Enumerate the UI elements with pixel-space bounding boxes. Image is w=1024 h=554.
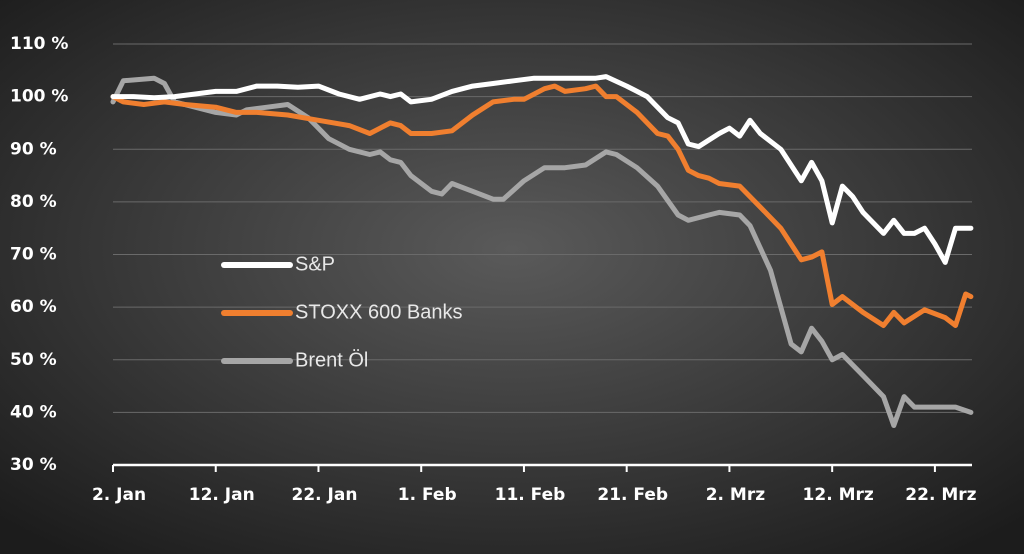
y-tick-label: 50 % bbox=[10, 350, 57, 370]
x-tick-label: 11. Feb bbox=[495, 485, 566, 505]
x-tick-label: 22. Jan bbox=[292, 485, 358, 505]
y-tick-label: 90 % bbox=[10, 139, 57, 159]
y-tick-label: 30 % bbox=[10, 455, 57, 475]
x-tick-label: 22. Mrz bbox=[905, 485, 976, 505]
y-tick-label: 80 % bbox=[10, 192, 57, 212]
legend-label: S&P bbox=[295, 253, 335, 275]
y-tick-label: 60 % bbox=[10, 297, 57, 317]
x-tick-label: 21. Feb bbox=[597, 485, 668, 505]
series-line bbox=[110, 75, 974, 428]
x-tick-label: 2. Jan bbox=[92, 485, 146, 505]
y-tick-label: 100 % bbox=[10, 87, 68, 107]
series-line bbox=[110, 83, 974, 328]
y-tick-label: 40 % bbox=[10, 402, 57, 422]
legend-label: Brent Öl bbox=[295, 349, 368, 371]
series-line bbox=[110, 74, 974, 265]
y-tick-label: 70 % bbox=[10, 245, 57, 265]
x-tick-label: 12. Jan bbox=[189, 485, 255, 505]
y-tick-label: 110 % bbox=[10, 34, 68, 54]
x-tick-label: 12. Mrz bbox=[803, 485, 874, 505]
legend-label: STOXX 600 Banks bbox=[295, 301, 463, 323]
x-tick-label: 1. Feb bbox=[398, 485, 457, 505]
x-tick-label: 2. Mrz bbox=[706, 485, 766, 505]
